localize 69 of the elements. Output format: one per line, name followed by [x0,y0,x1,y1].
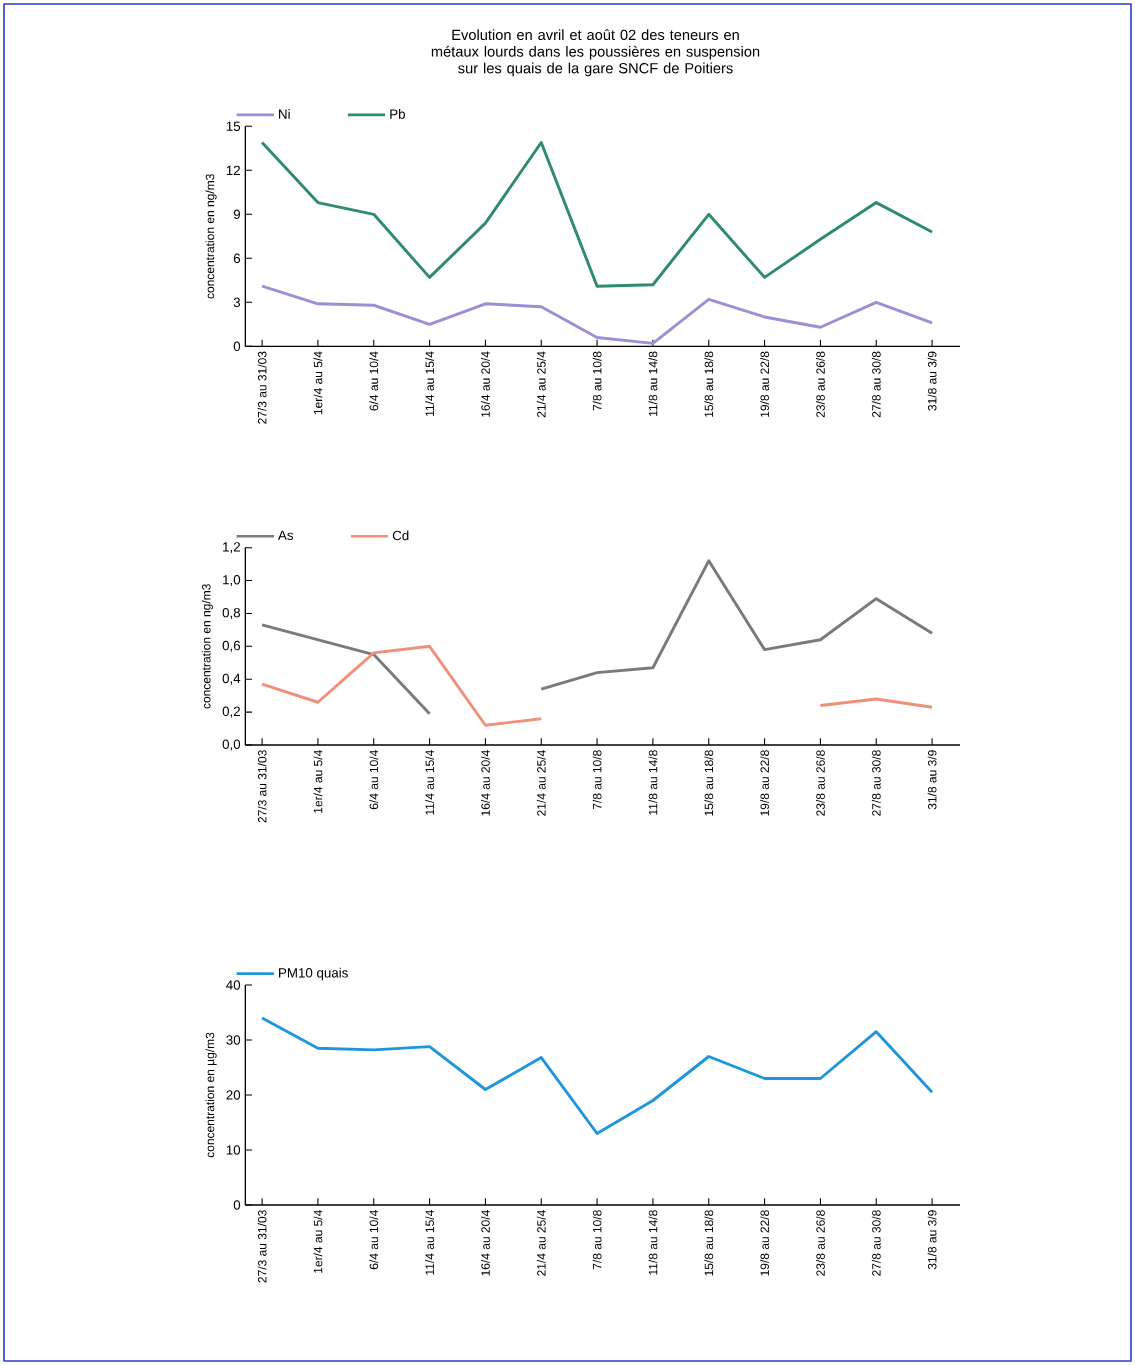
y-tick-label: 9 [233,209,240,220]
line-series [260,1016,934,1135]
x-tick-label: 6/4 au 10/4 [369,351,379,411]
x-tick-label: 21/4 au 25/4 [536,351,546,418]
x-tick-label: 23/8 au 26/8 [816,351,825,418]
y-tick-label: 10 [226,1145,241,1155]
x-tick-label: 16/4 au 20/4 [481,1210,490,1276]
x-tick-label: 11/8 au 14/8 [648,1210,658,1275]
y-tick-label: 0,6 [222,640,241,652]
x-tick-label: 27/3 au 31/03 [257,750,267,823]
x-tick-label: 27/3 au 31/03 [257,351,267,424]
y-tick-label: 1,0 [223,575,241,587]
x-tick-label: 1er/4 au 5/4 [313,1210,323,1273]
x-tick-label: 27/8 au 30/8 [871,351,881,418]
x-tick-label: 19/8 au 22/8 [760,750,769,816]
x-tick-label: 7/8 au 10/8 [592,750,602,810]
y-tick-label: 0,2 [222,706,240,718]
y-axis-title: concentration en ng/m3 [205,174,217,299]
y-tick-label: 15 [226,121,241,131]
x-tick-label: 11/4 au 15/4 [425,1210,434,1275]
y-tick-label: 6 [233,253,241,264]
x-tick-label: 1er/4 au 5/4 [313,351,323,415]
legend-label: Cd [392,530,409,541]
x-tick-label: 23/8 au 26/8 [816,750,825,816]
y-tick-label: 0 [233,1200,241,1210]
legend-label: As [277,530,294,540]
x-tick-label: 7/8 au 10/8 [592,1210,602,1270]
y-axis-title: concentration en ng/m3 [201,584,213,709]
x-tick-label: 16/4 au 20/4 [481,351,490,417]
line-series [260,284,934,345]
x-tick-label: 15/8 au 18/8 [704,750,714,816]
y-tick-label: 0,0 [222,739,241,751]
y-tick-label: 20 [226,1090,241,1100]
legend-label: Ni [279,109,290,119]
y-tick-label: 0 [233,341,241,352]
x-tick-label: 11/4 au 15/4 [425,351,434,416]
x-tick-label: 19/8 au 22/8 [760,1210,769,1276]
x-tick-label: 31/8 au 3/9 [927,1210,937,1270]
y-tick-label: 0,8 [222,607,241,619]
x-tick-label: 15/8 au 18/8 [704,351,714,417]
chart-title: Evolution en avril et août 02 des teneurs en métaux lourds dans les poussières en suspension sur les quais de la gare SNCF de Poitiers [431,29,760,77]
legend-label: Pb [390,109,405,119]
y-tick-label: 40 [226,980,241,990]
x-tick-label: 1er/4 au 5/4 [313,750,323,813]
x-tick-label: 27/8 au 30/8 [871,1210,881,1276]
x-tick-label: 16/4 au 20/4 [481,750,490,816]
x-tick-label: 11/4 au 15/4 [425,750,434,815]
y-tick-label: 30 [226,1035,241,1045]
x-tick-label: 31/8 au 3/9 [927,750,937,810]
y-tick-label: 1,2 [223,542,240,554]
x-tick-label: 11/8 au 14/8 [648,351,658,416]
line-series [260,140,934,288]
x-tick-label: 27/3 au 31/03 [257,1210,267,1283]
x-tick-label: 27/8 au 30/8 [871,750,881,816]
x-tick-label: 11/8 au 14/8 [648,750,658,815]
x-tick-label: 31/8 au 3/9 [927,351,937,411]
y-tick-label: 3 [233,297,241,308]
x-tick-label: 6/4 au 10/4 [369,750,379,810]
x-tick-label: 19/8 au 22/8 [760,351,769,417]
y-tick-label: 0,4 [222,673,241,685]
x-tick-label: 21/4 au 25/4 [536,750,546,816]
x-tick-label: 6/4 au 10/4 [369,1210,379,1270]
x-tick-label: 15/8 au 18/8 [704,1210,714,1276]
x-tick-label: 21/4 au 25/4 [536,1210,546,1276]
x-tick-label: 23/8 au 26/8 [816,1210,825,1276]
y-axis-title: concentration en µg/m3 [205,1032,217,1158]
legend-label: PM10 quais [279,967,348,981]
y-tick-label: 12 [226,165,240,175]
x-tick-label: 7/8 au 10/8 [592,351,602,411]
